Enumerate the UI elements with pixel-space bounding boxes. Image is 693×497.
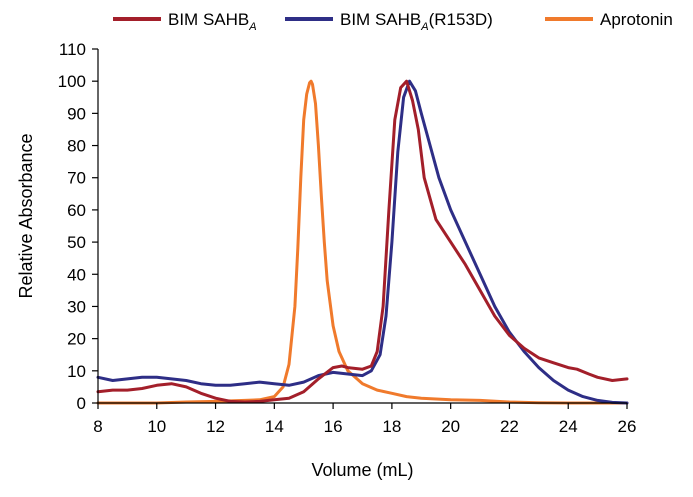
x-tick-label: 8 bbox=[93, 417, 102, 436]
series-line-0 bbox=[96, 79, 629, 404]
series-layer bbox=[96, 79, 629, 405]
y-tick-label: 100 bbox=[58, 72, 86, 91]
x-tick-label: 20 bbox=[441, 417, 460, 436]
y-tick-label: 70 bbox=[67, 169, 86, 188]
y-tick-label: 80 bbox=[67, 137, 86, 156]
x-tick-label: 22 bbox=[500, 417, 519, 436]
legend-label-0: BIM SAHBA bbox=[168, 10, 257, 33]
axes: 8 10 12 14 16 18 20 22 24 26 0 10 20 30 40 50 60 70 80 90 1… bbox=[58, 40, 637, 436]
legend-label-1: BIM SAHBA(R153D) bbox=[340, 10, 493, 33]
x-tick-label: 12 bbox=[206, 417, 225, 436]
x-axis-title: Volume (mL) bbox=[311, 460, 413, 480]
x-tick-label: 16 bbox=[324, 417, 343, 436]
x-tick-label: 18 bbox=[382, 417, 401, 436]
y-tick-label: 60 bbox=[67, 201, 86, 220]
x-tick-label: 26 bbox=[618, 417, 637, 436]
y-tick-label: 30 bbox=[67, 297, 86, 316]
y-tick-label: 10 bbox=[67, 362, 86, 381]
y-tick-label: 0 bbox=[77, 394, 86, 413]
y-tick-label: 40 bbox=[67, 265, 86, 284]
y-ticks: 0 10 20 30 40 50 60 70 80 90 100 110 bbox=[58, 40, 98, 413]
y-tick-label: 20 bbox=[67, 330, 86, 349]
y-tick-label: 110 bbox=[59, 40, 86, 59]
y-tick-label: 90 bbox=[67, 104, 86, 123]
x-tick-label: 14 bbox=[265, 417, 284, 436]
x-tick-label: 24 bbox=[559, 417, 578, 436]
legend-label-2: Aprotonin bbox=[600, 10, 673, 29]
legend: BIM SAHBA BIM SAHBA(R153D) Aprotonin bbox=[113, 10, 673, 33]
x-ticks: 8 10 12 14 16 18 20 22 24 26 bbox=[93, 403, 636, 436]
series-line-1 bbox=[96, 79, 629, 405]
y-tick-label: 50 bbox=[67, 233, 86, 252]
y-axis-title: Relative Absorbance bbox=[16, 133, 36, 298]
x-tick-label: 10 bbox=[147, 417, 166, 436]
series-line-2 bbox=[96, 79, 629, 405]
